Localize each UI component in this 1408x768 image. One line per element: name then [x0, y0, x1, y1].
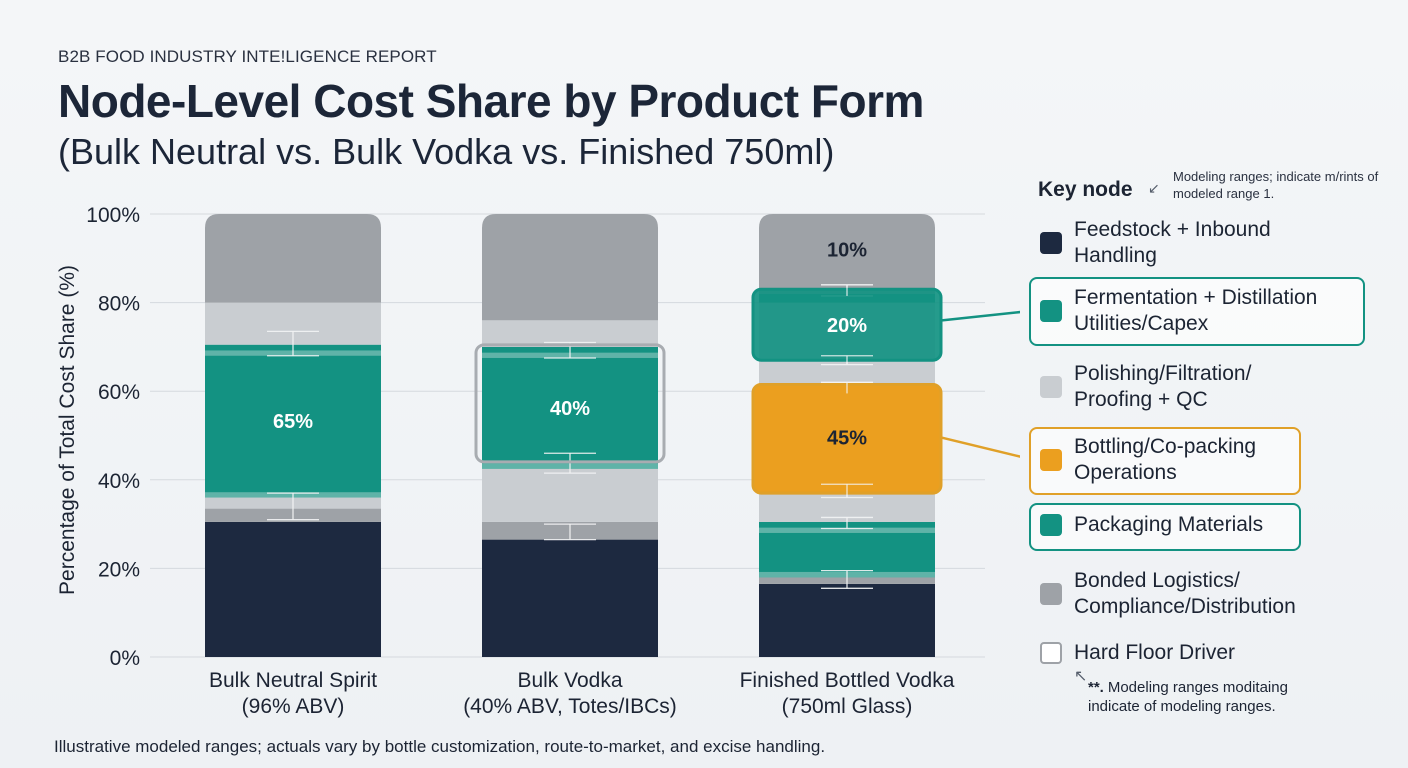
legend-label-feedstock: Feedstock + Inbound Handling: [1074, 218, 1271, 267]
legend-swatch-logistics: [1040, 583, 1062, 605]
teal-band-high-2: [759, 527, 935, 533]
x-tick-label-1-0: Bulk Vodka: [517, 669, 622, 692]
legend-item-logistics: Bonded Logistics/ Compliance/Distributio…: [1040, 568, 1296, 620]
legend-item-polishing: Polishing/Filtration/ Proofing + QC: [1040, 361, 1251, 413]
legend-label-bottling: Bottling/Co-packing Operations: [1074, 435, 1257, 484]
legend-highlight-box-4: [1029, 503, 1301, 551]
legend-swatch-fermentation: [1040, 300, 1062, 322]
page-title: Node-Level Cost Share by Product Form: [58, 75, 924, 127]
y-tick-label-100: 100%: [86, 204, 140, 227]
bar-segment-1-2: [482, 468, 658, 522]
legend-swatch-feedstock: [1040, 232, 1062, 254]
y-tick-label-0: 0%: [110, 647, 140, 670]
bar-segment-2-0: [759, 583, 935, 657]
y-axis-label: Percentage of Total Cost Share (%): [56, 265, 79, 595]
segment-label-2-7: 10%: [827, 239, 867, 261]
connector-fermentation: [941, 310, 1020, 322]
bar-segment-0-5: [205, 214, 381, 303]
legend-note: Modeling ranges; indicate m/rints of mod…: [1173, 169, 1379, 201]
x-tick-label-2-1: (750ml Glass): [782, 695, 913, 718]
legend-item-hard-floor: Hard Floor Driver: [1040, 640, 1235, 666]
connector-bottling: [941, 436, 1020, 458]
bottom-note-star: **.: [1088, 679, 1104, 696]
bar-group-0: [205, 214, 381, 657]
x-tick-label-1-1: (40% ABV, Totes/IBCs): [463, 695, 677, 718]
legend-label-logistics: Bonded Logistics/ Compliance/Distributio…: [1074, 569, 1296, 618]
legend-label-polishing: Polishing/Filtration/ Proofing + QC: [1074, 362, 1252, 411]
bar-segment-0-3: [205, 344, 381, 498]
legend-note-arrow-icon: ↙: [1148, 180, 1160, 196]
x-tick-label-0-1: (96% ABV): [242, 695, 345, 718]
legend-label-hard-floor: Hard Floor Driver: [1074, 641, 1236, 664]
legend-title: Key node: [1038, 178, 1133, 201]
x-tick-label-0-0: Bulk Neutral Spirit: [209, 669, 377, 692]
bottom-note-arrow-icon: ↖: [1074, 668, 1088, 685]
legend-highlight-box-3: [1029, 427, 1301, 495]
bar-group-1: [482, 214, 658, 657]
y-tick-label-60: 60%: [98, 381, 140, 404]
legend-highlight-box-1: [1029, 277, 1365, 346]
bottling-highlight-label: 45%: [827, 428, 867, 450]
y-tick-label-40: 40%: [98, 470, 140, 493]
fermentation-highlight-label: 20%: [827, 315, 867, 337]
legend-bottom-note: **. Modeling ranges moditaing indicate of…: [1088, 678, 1288, 716]
legend-swatch-hard-floor: [1040, 642, 1062, 664]
bar-segment-1-5: [482, 214, 658, 321]
segment-label-1-3: 40%: [550, 398, 590, 420]
legend-label-fermentation: Fermentation + Distillation Utilities/Ca…: [1074, 286, 1318, 335]
page-subtitle: (Bulk Neutral vs. Bulk Vodka vs. Finishe…: [58, 131, 835, 172]
bar-segment-0-0: [205, 521, 381, 657]
y-tick-label-20: 20%: [98, 558, 140, 581]
legend-item-feedstock: Feedstock + Inbound Handling: [1040, 217, 1271, 269]
bar-segment-2-7: [759, 214, 935, 294]
legend-label-packaging: Packaging Materials: [1074, 513, 1264, 536]
bottom-note-text: Modeling ranges moditaing indicate of mo…: [1088, 679, 1288, 715]
segment-label-0-3: 65%: [273, 411, 313, 433]
stacked-bar-chart: 0% 20% 40% 60% 80% 100% Percentage of Total Co…: [56, 204, 1020, 718]
footnote: Illustrative modeled ranges; actuals var…: [54, 737, 826, 756]
legend-swatch-bottling: [1040, 449, 1062, 471]
report-eyebrow: B2B FOOD INDUSTRY INTE!LIGENCE REPORT: [58, 47, 437, 66]
bar-segment-1-3: [482, 346, 658, 469]
legend-item-bottling: Bottling/Co-packing Operations: [1040, 434, 1256, 486]
hard-floor-outline-bulk-vodka: [474, 343, 666, 464]
legend-swatch-polishing: [1040, 376, 1062, 398]
legend-swatch-packaging: [1040, 514, 1062, 536]
legend-item-packaging: Packaging Materials: [1040, 512, 1263, 538]
legend-item-fermentation: Fermentation + Distillation Utilities/Ca…: [1040, 285, 1317, 337]
y-tick-label-80: 80%: [98, 293, 140, 316]
x-tick-label-2-0: Finished Bottled Vodka: [740, 669, 955, 692]
bar-segment-1-0: [482, 539, 658, 657]
